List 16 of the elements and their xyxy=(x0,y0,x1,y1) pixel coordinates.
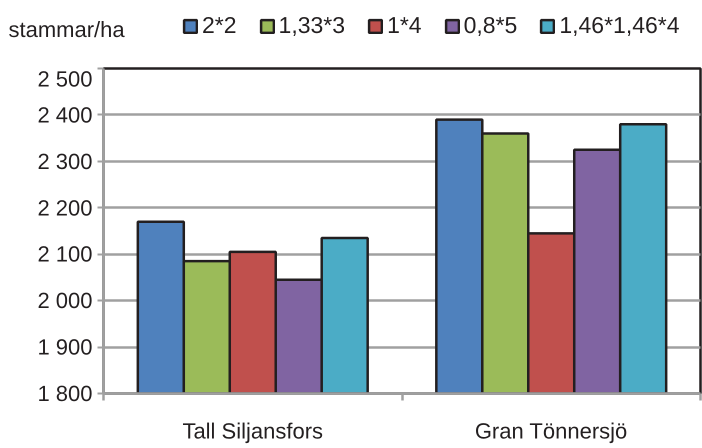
y-tick-label: 2 400 xyxy=(37,102,93,128)
y-tick-label: 1 800 xyxy=(37,381,93,406)
y-tick-label: 2 000 xyxy=(37,288,93,314)
y-axis-title: stammar/ha xyxy=(8,17,126,42)
y-tick-label: 2 300 xyxy=(37,148,93,174)
y-tick-label: 2 200 xyxy=(37,195,93,220)
y-tick-label: 2 500 xyxy=(37,66,93,92)
x-tick-label: Gran Tönnersjö xyxy=(474,418,628,444)
y-tick-label: 2 100 xyxy=(37,242,93,267)
legend-label: 2*2 xyxy=(202,12,237,39)
y-tick-label: 1 900 xyxy=(37,334,93,360)
legend-label: 1*4 xyxy=(387,12,422,39)
legend-label: 1,33*3 xyxy=(278,12,346,39)
legend-label: 1,46*1,46*4 xyxy=(559,12,680,39)
legend-label: 0,8*5 xyxy=(464,12,518,39)
x-tick-label: Tall Siljansfors xyxy=(182,418,324,444)
